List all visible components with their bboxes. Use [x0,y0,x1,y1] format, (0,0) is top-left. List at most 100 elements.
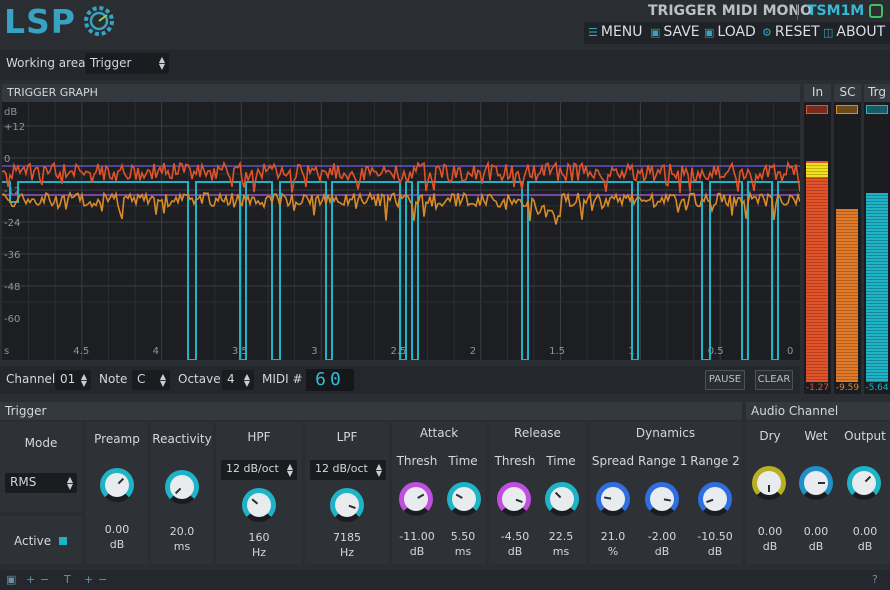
about-button[interactable]: ◫ ABOUT [823,24,885,40]
reset-button[interactable]: ⚙ RESET [762,24,820,40]
note-value: C [137,372,146,386]
release-time-label: Time [546,454,576,468]
channel-select[interactable]: 01 ▲ ▼ [55,370,91,390]
note-select[interactable]: C ▲ ▼ [132,370,170,390]
lpf-value: 7185 Hz [305,530,389,560]
meter-trg: -5.64 [864,102,890,394]
menu-icon: ☰ [588,26,598,39]
spread-label: Spread [591,454,635,468]
meter-trg-label: Trg [864,84,890,102]
select-arrows-icon: ▲ ▼ [286,462,293,478]
preamp-unit: dB [109,538,125,551]
release-thresh-knob[interactable] [497,482,531,516]
range1-number: -2.00 [647,530,677,543]
select-arrows-icon: ▲ ▼ [159,372,166,388]
select-arrows-icon: ▲ ▼ [375,462,382,478]
y-tick-label: 0 [4,154,10,165]
dry-number: 0.00 [757,525,783,538]
mode-select[interactable]: RMS ▲ ▼ [5,473,77,493]
knob-cap [247,493,271,517]
select-arrows-icon: ▲ ▼ [158,55,165,71]
attack-thresh-value: -11.00 dB [394,529,440,559]
active-indicator-led [59,537,67,545]
knob-cap [804,471,828,495]
range2-label: Range 2 [690,454,740,468]
lpf-knob[interactable] [330,488,364,522]
save-button[interactable]: ▣ SAVE [650,24,700,40]
attack-time-knob[interactable] [447,482,481,516]
x-tick-label: 4.5 [73,346,89,357]
range2-knob[interactable] [698,482,732,516]
menu-bar: ☰ MENU ▣ SAVE ▣ LOAD ⚙ RESET ◫ ABOUT [584,22,890,44]
working-area-select[interactable]: Trigger ▲ ▼ [85,53,169,74]
active-label: Active [14,534,52,548]
range1-value: -2.00 dB [638,529,686,559]
zoom-out-icon[interactable]: − [40,573,50,586]
reset-icon: ⚙ [762,26,772,39]
range2-unit: dB [707,545,723,558]
power-icon[interactable] [869,4,883,18]
range1-label: Range 1 [638,454,688,468]
hpf-slope-select[interactable]: 12 dB/oct ▲ ▼ [221,460,297,480]
octave-value: 4 [227,372,235,386]
release-time-unit: ms [552,545,570,558]
font-icon[interactable]: T [64,573,71,586]
trigger-graph[interactable]: +120-12-24-36-48-60 s 4.5 4 3.5 3 2.5 2 1.5 1 0.5… [2,102,800,360]
dry-value: 0.00 dB [748,524,792,554]
pause-button[interactable]: PAUSE [705,370,745,390]
trigger-signal-line [2,181,800,360]
output-unit: dB [857,540,873,553]
attack-thresh-knob[interactable] [399,482,433,516]
graph-x-labels: s 4.5 4 3.5 3 2.5 2 1.5 1 0.5 0 [4,346,793,357]
release-thresh-label: Thresh [494,454,536,468]
knob-cap [335,493,359,517]
dry-knob[interactable] [752,466,786,500]
save-label: SAVE [663,24,700,40]
audio-channel-section-title: Audio Channel [746,402,890,420]
knob-cap [550,487,574,511]
lpf-slope-select[interactable]: 12 dB/oct ▲ ▼ [310,460,386,480]
release-time-knob[interactable] [545,482,579,516]
knob-cap [650,487,674,511]
load-button[interactable]: ▣ LOAD [704,24,756,40]
y-tick-label: -60 [4,314,20,325]
window-icon[interactable]: ▣ [6,573,17,586]
octave-select[interactable]: 4 ▲ ▼ [222,370,254,390]
meter-trg-bar [866,193,888,382]
wet-value: 0.00 dB [794,524,838,554]
spread-knob[interactable] [596,482,630,516]
attack-thresh-number: -11.00 [399,530,435,543]
menu-button[interactable]: ☰ MENU [588,24,643,40]
wet-number: 0.00 [803,525,829,538]
y-tick-label: -48 [4,282,20,293]
wet-knob[interactable] [799,466,833,500]
attack-time-number: 5.50 [450,530,476,543]
knob-pointer [417,493,425,499]
x-tick-label: 3 [311,346,317,357]
help-icon[interactable]: ? [872,573,878,586]
reactivity-knob[interactable] [165,470,199,504]
knob-cap [170,475,194,499]
attack-label: Attack [419,426,459,440]
range2-number: -10.50 [697,530,733,543]
meter-sc-label: SC [834,84,861,102]
zoom-in-icon[interactable]: + [26,573,36,586]
graph-unit-label: dB [4,107,17,118]
preamp-number: 0.00 [104,523,130,536]
knob-cap [502,487,526,511]
clear-button[interactable]: CLEAR [755,370,793,390]
meter-in-bar [806,161,828,382]
release-label: Release [514,426,561,440]
knob-cap [852,471,876,495]
lpf-label: LPF [336,430,358,444]
hpf-knob[interactable] [242,488,276,522]
meter-sc: -9.59 [834,102,861,394]
attack-time-value: 5.50 ms [440,529,486,559]
working-area-label: Working area [6,56,86,70]
font-smaller-icon[interactable]: − [98,573,108,586]
spread-number: 21.0 [600,530,626,543]
range1-knob[interactable] [645,482,679,516]
font-larger-icon[interactable]: + [84,573,94,586]
output-knob[interactable] [847,466,881,500]
preamp-knob[interactable] [100,468,134,502]
